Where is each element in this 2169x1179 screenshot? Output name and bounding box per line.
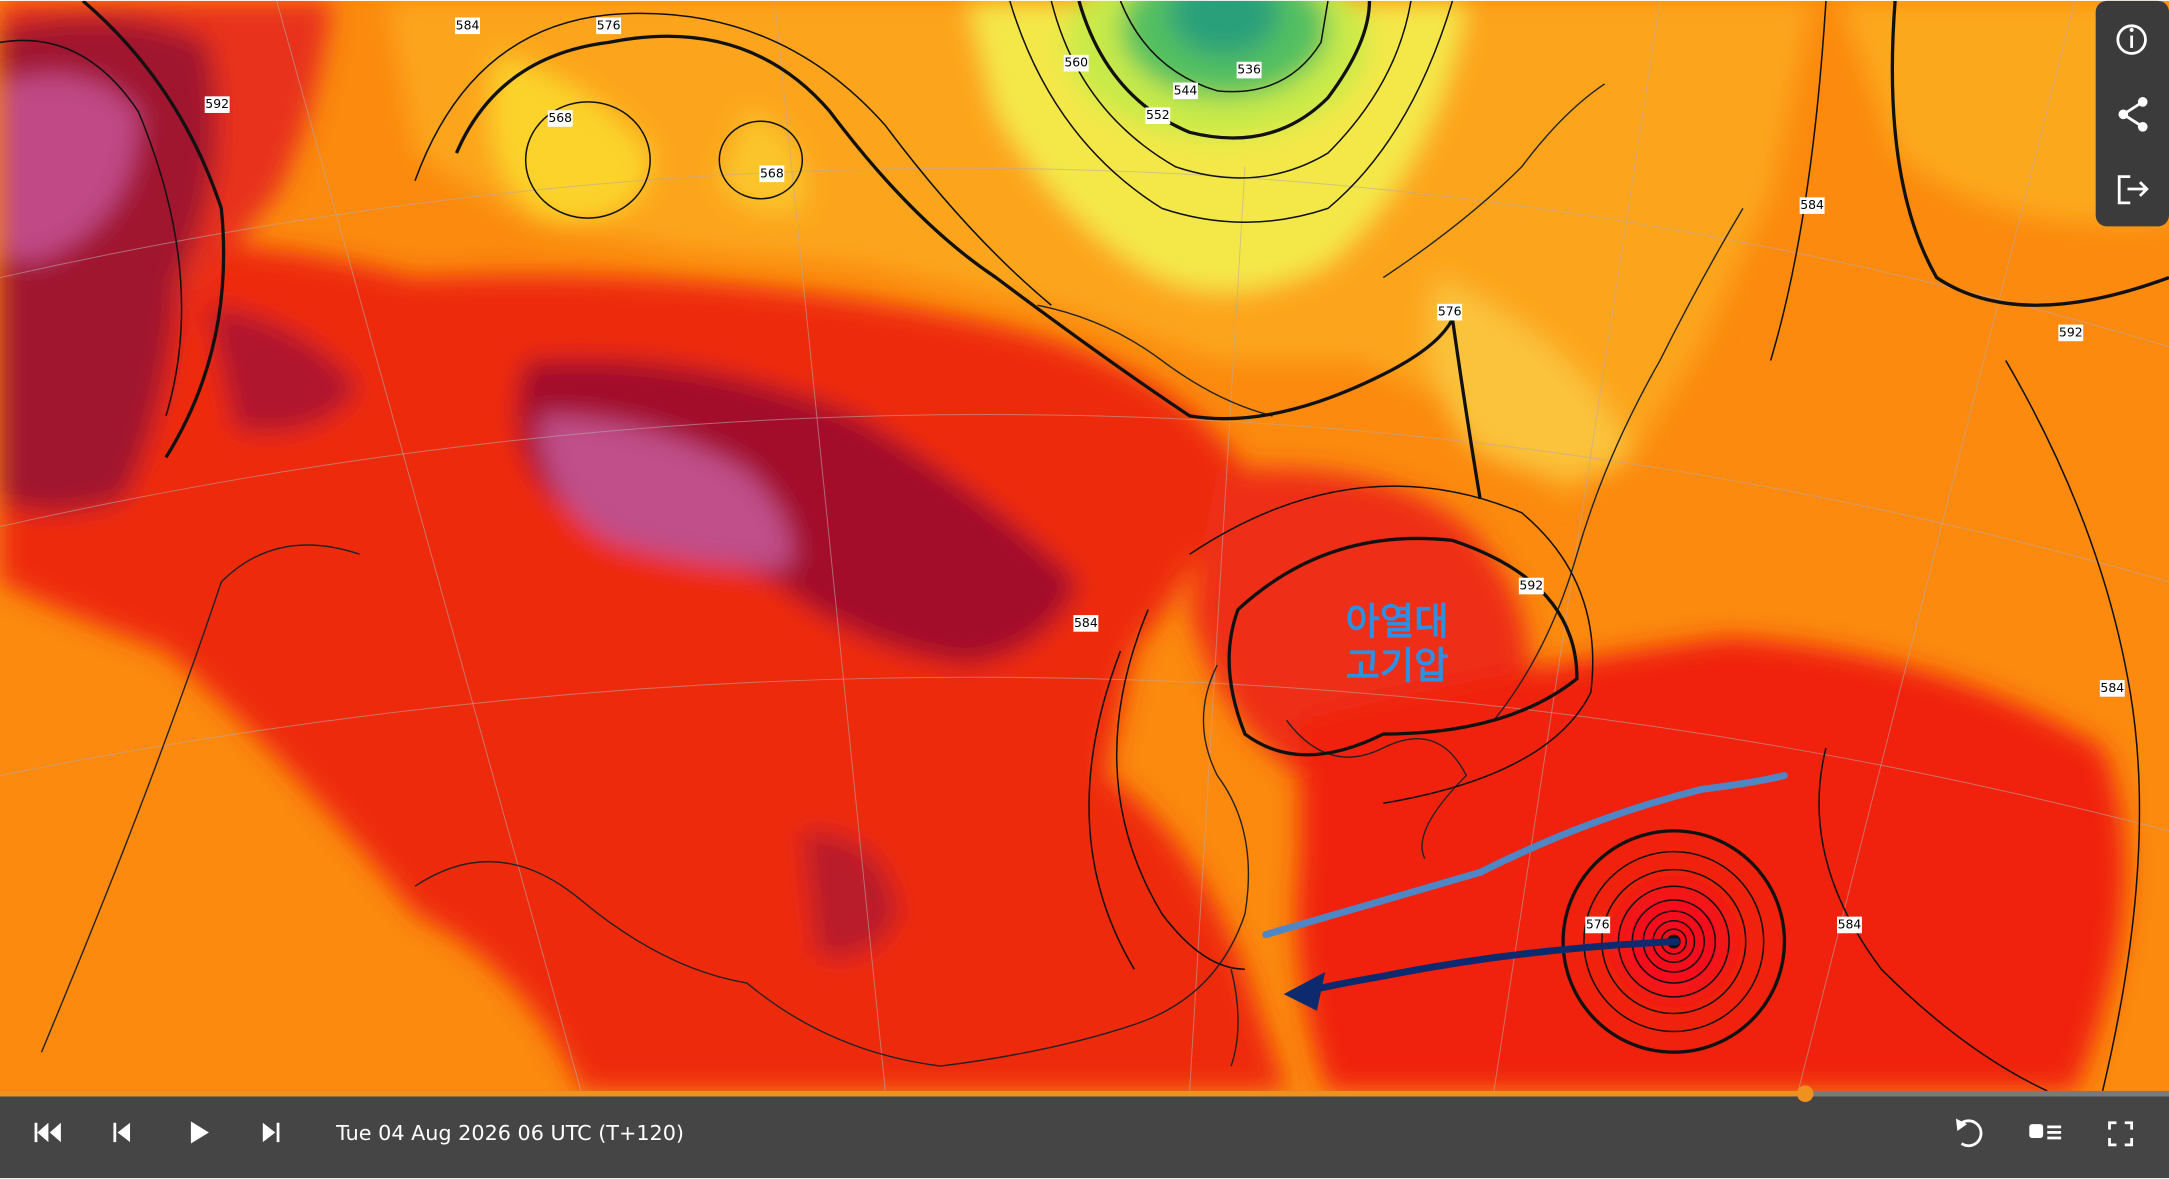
contour-label: 568: [760, 165, 784, 180]
label-box: [1837, 916, 1862, 934]
contour-label: 584: [1800, 197, 1824, 212]
contour-label: 576: [1438, 304, 1462, 319]
label-box: [1145, 107, 1171, 125]
contour-label: 536: [1237, 62, 1261, 77]
previous-button[interactable]: [113, 1122, 131, 1143]
fullscreen-button[interactable]: [2108, 1121, 2134, 1147]
contour-label: 568: [548, 110, 572, 125]
contour-label: 584: [1838, 916, 1862, 931]
progress: [0, 1090, 1806, 1097]
contour-label: 584: [2100, 680, 2124, 695]
contour-label: 560: [1064, 55, 1088, 70]
side-toolbar: [2095, 0, 2169, 227]
progress-handle[interactable]: [1796, 1085, 1814, 1103]
timestamp: Tue 04 Aug 2026 06 UTC (T+120): [335, 1121, 684, 1145]
label-box: [1063, 54, 1089, 72]
info-button[interactable]: [2116, 24, 2147, 55]
legend-button[interactable]: [2029, 1124, 2062, 1140]
contour-label: 592: [1519, 578, 1543, 593]
play-button[interactable]: [190, 1121, 209, 1144]
contour-label: 584: [456, 17, 480, 32]
label-box: [1799, 197, 1825, 214]
exit-button[interactable]: [2117, 175, 2149, 205]
contour-labels: 576 568 568 584 592 560 552 544 536 584 576 592 592 5…: [204, 17, 2125, 934]
label-box: [596, 17, 622, 35]
contour-label: 544: [1174, 82, 1198, 97]
track-arrow: [1303, 938, 1681, 995]
label-box: [1173, 82, 1198, 100]
contour-label: 552: [1146, 107, 1170, 122]
contour-label: 576: [1586, 916, 1610, 931]
label-box: [2099, 680, 2125, 697]
contour-label: 592: [2059, 324, 2083, 339]
coastlines: [40, 83, 1744, 1067]
label-box: [1585, 916, 1611, 934]
share-button[interactable]: [2118, 97, 2148, 132]
first-button[interactable]: [34, 1122, 61, 1143]
label-box: [455, 17, 481, 35]
annotation: 아열대: [1346, 599, 1449, 643]
label-box: [2058, 324, 2084, 342]
arrow-head: [1283, 971, 1326, 1011]
label-box: [547, 110, 573, 127]
label-box: [204, 96, 230, 113]
next-button[interactable]: [262, 1122, 280, 1143]
contour-label: 584: [1074, 615, 1098, 630]
annotation: 고기압: [1346, 644, 1449, 688]
label-box: [1518, 577, 1544, 595]
contour-label: 576: [597, 17, 621, 32]
loop-button[interactable]: [1955, 1118, 1983, 1148]
label-box: [1236, 61, 1262, 79]
label-box: [759, 165, 785, 183]
ridge-line: [1262, 772, 1788, 939]
contours: [0, 0, 2169, 1091]
contour-label: 592: [205, 96, 229, 111]
label-box: [1437, 303, 1463, 321]
player-bar: Tue 04 Aug 2026 06 UTC (T+120): [0, 1085, 2169, 1179]
map-field: 576 568 568 584 592 560 552 544 536 584 576 592 592 5…: [0, 0, 2169, 1091]
label-box: [1073, 615, 1099, 632]
